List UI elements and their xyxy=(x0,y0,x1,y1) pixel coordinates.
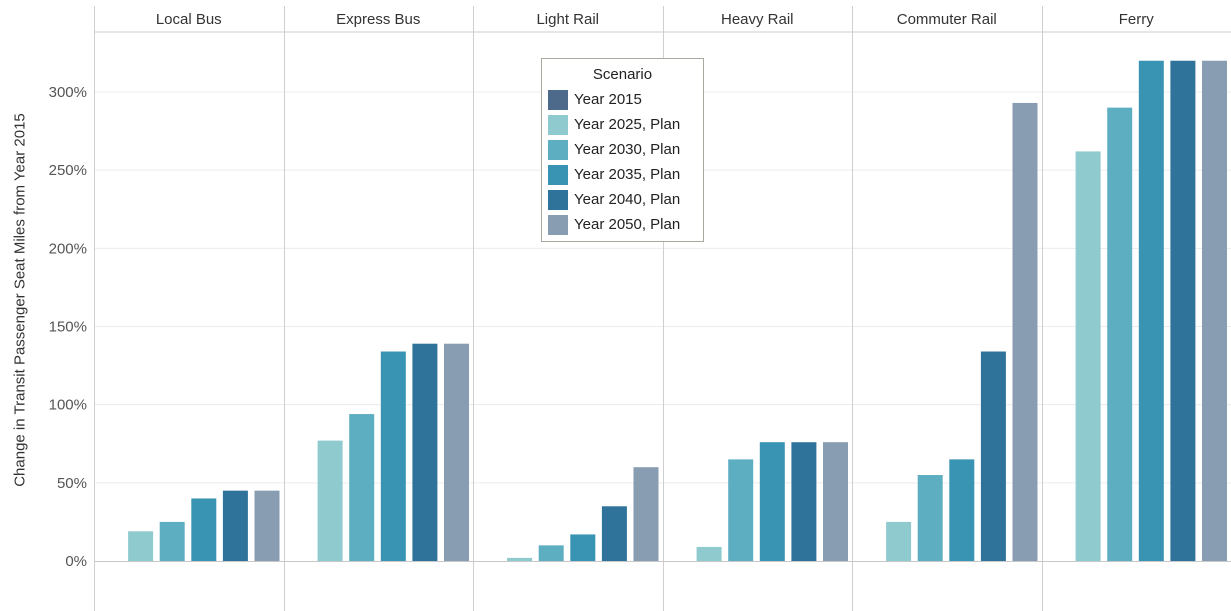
legend-swatch xyxy=(548,139,568,160)
panel-header-label: Express Bus xyxy=(336,11,420,28)
legend-item: Year 2025, Plan xyxy=(548,112,697,137)
panel-header-label: Heavy Rail xyxy=(721,11,794,28)
bar xyxy=(507,557,533,561)
legend-item: Year 2035, Plan xyxy=(548,162,697,187)
legend-label: Year 2025, Plan xyxy=(574,116,681,133)
bar xyxy=(412,343,438,561)
bar xyxy=(886,521,912,561)
bar xyxy=(1012,102,1038,562)
bar xyxy=(728,459,754,561)
y-tick-label: 250% xyxy=(49,162,87,179)
panel-header-label: Light Rail xyxy=(536,11,599,28)
bar xyxy=(538,545,564,561)
legend-title: Scenario xyxy=(592,66,653,83)
legend-label: Year 2040, Plan xyxy=(574,191,681,208)
bar xyxy=(191,498,217,561)
bar xyxy=(823,442,848,561)
legend-item: Year 2050, Plan xyxy=(548,212,697,237)
y-tick-label: 300% xyxy=(49,84,87,101)
legend-swatch xyxy=(548,164,568,185)
bar xyxy=(1107,107,1133,561)
bar xyxy=(1170,60,1196,562)
y-tick-label: 100% xyxy=(49,397,87,414)
legend-item: Year 2015 xyxy=(548,87,697,112)
bar xyxy=(349,414,375,561)
bar xyxy=(159,521,185,561)
y-axis-label: Change in Transit Passenger Seat Miles f… xyxy=(11,113,29,487)
bar xyxy=(696,546,722,561)
y-tick-label: 200% xyxy=(49,240,87,257)
bar xyxy=(917,475,943,561)
bar xyxy=(380,351,406,561)
bar xyxy=(570,534,596,561)
legend-swatch xyxy=(548,114,568,135)
bar xyxy=(601,506,627,561)
legend: Scenario Year 2015 Year 2025, Plan Year … xyxy=(541,58,704,242)
bar xyxy=(317,440,343,561)
y-tick-label: 0% xyxy=(65,553,87,570)
bar xyxy=(444,343,469,561)
bar xyxy=(222,490,248,561)
bar xyxy=(254,490,280,561)
bar xyxy=(1202,60,1227,562)
y-tick-label: 150% xyxy=(49,319,87,336)
legend-label: Year 2050, Plan xyxy=(574,216,681,233)
legend-item: Year 2030, Plan xyxy=(548,137,697,162)
legend-label: Year 2015 xyxy=(574,91,642,108)
bar xyxy=(949,459,975,561)
legend-label: Year 2030, Plan xyxy=(574,141,681,158)
panel-header-label: Commuter Rail xyxy=(897,11,997,28)
legend-label: Year 2035, Plan xyxy=(574,166,681,183)
bar xyxy=(1075,151,1101,561)
bar xyxy=(128,531,154,561)
bar xyxy=(1138,60,1164,562)
bar xyxy=(980,351,1006,561)
bar xyxy=(759,442,785,561)
legend-swatch xyxy=(548,214,568,235)
legend-item: Year 2040, Plan xyxy=(548,187,697,212)
panel-header-label: Local Bus xyxy=(156,11,222,28)
legend-swatch xyxy=(548,89,568,110)
bar xyxy=(791,442,817,561)
bar xyxy=(633,467,659,561)
y-tick-label: 50% xyxy=(57,475,87,492)
panel-header-label: Ferry xyxy=(1119,11,1154,28)
legend-swatch xyxy=(548,189,568,210)
